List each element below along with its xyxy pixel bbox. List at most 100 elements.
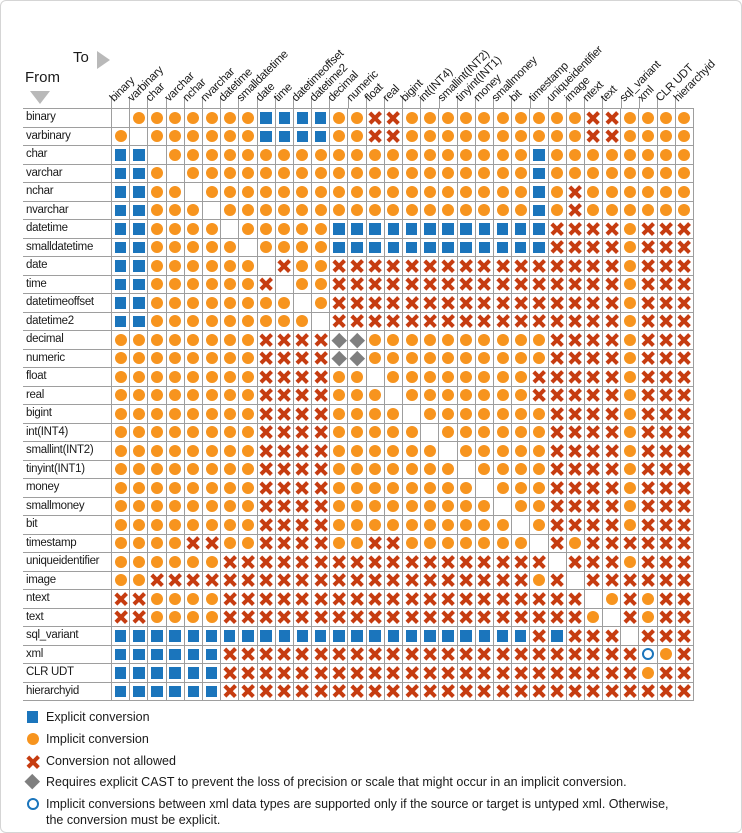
- implicit-circle-icon: [605, 185, 618, 198]
- cell-xml-to-sql_variant: [621, 645, 639, 663]
- implicit-circle-icon: [623, 352, 636, 365]
- not-allowed-x-icon: [586, 536, 600, 550]
- cell-smalldatetime-to-text: [603, 238, 621, 256]
- implicit-circle-icon: [223, 278, 236, 291]
- cell-smallmoney-to-CLR UDT: [657, 497, 675, 515]
- implicit-circle-icon: [150, 167, 163, 180]
- cell-datetime2-to-nchar: [184, 312, 202, 330]
- not-allowed-x-icon: [150, 573, 164, 587]
- cell-bit-to-ntext: [584, 516, 603, 534]
- cell-hierarchyid-to-CLR UDT: [657, 682, 675, 700]
- cell-time-to-datetimeoffset: [293, 275, 312, 293]
- not-allowed-x-icon: [605, 222, 619, 236]
- implicit-circle-icon: [405, 185, 418, 198]
- cell-real-to-numeric: [348, 386, 366, 404]
- not-allowed-x-icon: [532, 277, 546, 291]
- not-allowed-x-icon: [223, 592, 237, 606]
- not-allowed-x-icon: [241, 684, 255, 698]
- cell-varbinary-to-nvarchar: [202, 127, 221, 145]
- implicit-circle-icon: [369, 185, 382, 198]
- not-allowed-x-icon: [514, 296, 528, 310]
- cell-bit-to-binary: [112, 516, 130, 534]
- explicit-square-icon: [25, 711, 40, 723]
- cell-xml-to-smalldatetime: [239, 645, 257, 663]
- cell-sql_variant-to-CLR UDT: [657, 627, 675, 645]
- not-allowed-x-icon: [532, 370, 546, 384]
- not-allowed-x-icon: [568, 259, 582, 273]
- cell-timestamp-to-varbinary: [130, 534, 148, 552]
- cell-text-to-varbinary: [130, 608, 148, 626]
- not-allowed-x-icon: [641, 629, 655, 643]
- not-allowed-x-icon: [350, 666, 364, 680]
- not-allowed-x-icon: [314, 351, 328, 365]
- cell-float-to-decimal: [330, 368, 348, 386]
- not-allowed-x-icon: [223, 666, 237, 680]
- implicit-circle-icon: [405, 537, 418, 550]
- cell-int(INT4)-to-sql_variant: [621, 423, 639, 441]
- not-allowed-x-icon: [496, 277, 510, 291]
- cell-real-to-datetime: [221, 386, 239, 404]
- cell-hierarchyid-to-ntext: [584, 682, 603, 700]
- legend-label: Implicit conversions between xml data ty…: [46, 797, 669, 828]
- cell-ntext-to-time: [275, 590, 293, 608]
- not-allowed-x-icon: [295, 462, 309, 476]
- cell-xml-to-timestamp: [530, 645, 548, 663]
- cell-tinyint(INT1)-to-binary: [112, 460, 130, 478]
- not-allowed-x-icon: [277, 407, 291, 421]
- implicit-circle-icon: [114, 555, 127, 568]
- not-allowed-x-icon: [568, 314, 582, 328]
- implicit-circle-icon: [623, 333, 636, 346]
- cell-bit-to-char: [148, 516, 166, 534]
- implicit-circle-icon: [514, 407, 527, 420]
- not-allowed-x-icon: [441, 555, 455, 569]
- not-allowed-x-icon: [586, 462, 600, 476]
- cell-char-to-smallint(INT2): [439, 146, 457, 164]
- cell-sql_variant-to-money: [475, 627, 493, 645]
- explicit-square-icon: [151, 648, 163, 660]
- not-allowed-x-icon: [423, 296, 437, 310]
- implicit-circle-icon: [496, 407, 509, 420]
- not-allowed-x-icon: [550, 240, 564, 254]
- implicit-circle-icon: [223, 463, 236, 476]
- not-allowed-x-icon: [677, 592, 691, 606]
- cell-datetime-to-smalldatetime: [239, 220, 257, 238]
- cell-sql_variant-to-decimal: [330, 627, 348, 645]
- explicit-square-icon: [114, 685, 127, 697]
- cell-tinyint(INT1)-to-int(INT4): [421, 460, 439, 478]
- cell-float-to-date: [257, 368, 275, 386]
- not-allowed-x-icon: [623, 666, 637, 680]
- cell-image-to-nvarchar: [202, 571, 221, 589]
- explicit-square-icon: [187, 648, 200, 660]
- cell-smallmoney-to-char: [148, 497, 166, 515]
- cell-sql_variant-to-bit: [512, 627, 530, 645]
- implicit-circle-icon: [114, 500, 127, 513]
- not-allowed-x-icon: [550, 499, 564, 513]
- implicit-circle-icon: [532, 333, 545, 346]
- cell-text-to-smallmoney: [493, 608, 512, 626]
- cell-datetime2-to-smallmoney: [493, 312, 512, 330]
- cell-nchar-to-money: [475, 183, 493, 201]
- cell-binary-to-char: [148, 109, 166, 127]
- cell-real-to-smallmoney: [493, 386, 512, 404]
- cell-tinyint(INT1)-to-image: [566, 460, 584, 478]
- implicit-circle-icon: [478, 333, 491, 346]
- cell-nchar-to-datetime: [221, 183, 239, 201]
- implicit-circle-icon: [241, 111, 254, 124]
- implicit-circle-icon: [441, 352, 454, 365]
- cell-xml-to-xml: [639, 645, 657, 663]
- implicit-circle-icon: [351, 407, 364, 420]
- not-allowed-x-icon: [677, 573, 691, 587]
- not-allowed-x-icon: [641, 240, 655, 254]
- cell-timestamp-to-sql_variant: [621, 534, 639, 552]
- cell-nvarchar-to-varchar: [166, 201, 184, 219]
- not-allowed-x-icon: [605, 425, 619, 439]
- explicit-square-icon: [205, 685, 218, 697]
- not-allowed-x-icon: [259, 370, 273, 384]
- implicit-circle-icon: [441, 167, 454, 180]
- not-allowed-x-icon: [641, 314, 655, 328]
- implicit-circle-icon: [496, 481, 509, 494]
- cell-date-to-xml: [639, 257, 657, 275]
- not-allowed-x-icon: [259, 684, 273, 698]
- implicit-circle-icon: [205, 407, 218, 420]
- explicit-square-icon: [114, 630, 127, 642]
